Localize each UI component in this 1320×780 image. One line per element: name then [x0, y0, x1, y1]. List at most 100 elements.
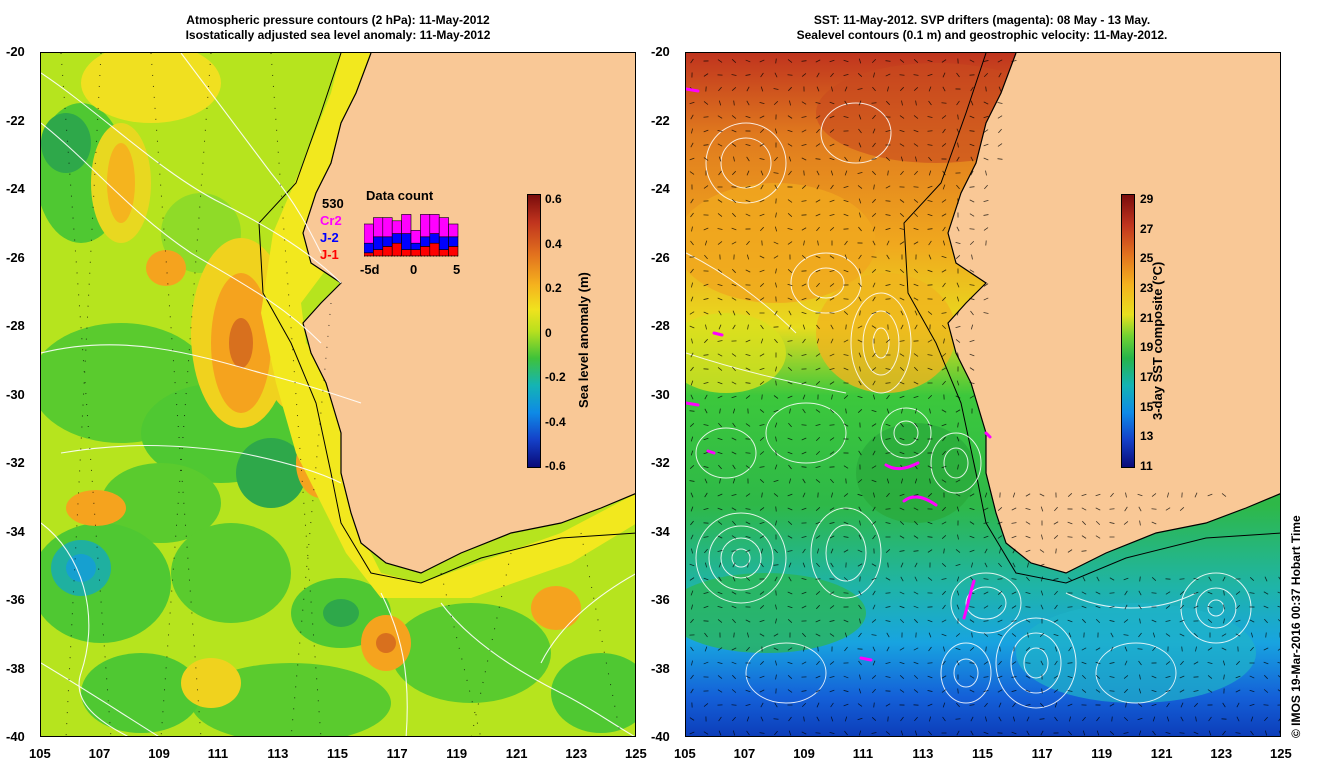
velocity-arrow	[829, 312, 835, 314]
velocity-arrow	[1263, 605, 1269, 609]
velocity-arrow	[943, 646, 945, 652]
velocity-arrow	[969, 507, 975, 511]
velocity-arrow	[829, 157, 835, 161]
velocity-arrow	[983, 101, 989, 105]
velocity-arrow	[759, 255, 765, 259]
velocity-arrow	[788, 576, 792, 582]
velocity-arrow	[1011, 620, 1017, 622]
velocity-arrow	[732, 478, 736, 484]
velocity-arrow	[1221, 647, 1227, 651]
velocity-arrow	[858, 156, 862, 162]
velocity-arrow	[787, 507, 793, 511]
velocity-arrow	[759, 59, 765, 63]
velocity-arrow	[984, 184, 988, 190]
velocity-arrow	[913, 381, 919, 385]
velocity-arrow	[815, 619, 821, 623]
velocity-arrow	[1235, 675, 1241, 679]
velocity-arrow	[830, 562, 834, 568]
velocity-arrow	[1194, 492, 1198, 498]
velocity-arrow	[943, 338, 945, 344]
velocity-arrow	[1026, 730, 1030, 736]
x-tick-label: 117	[1031, 746, 1053, 761]
velocity-arrow	[983, 115, 989, 119]
velocity-arrow	[1123, 619, 1129, 623]
velocity-arrow	[915, 156, 917, 162]
velocity-arrow	[717, 283, 723, 287]
velocity-arrow	[1208, 716, 1212, 722]
right-title-line-1: SST: 11-May-2012. SVP drifters (magenta)…	[813, 13, 1151, 27]
velocity-arrow	[956, 604, 960, 610]
velocity-arrow	[983, 507, 989, 511]
velocity-arrow	[885, 311, 891, 315]
velocity-arrow	[775, 268, 777, 274]
velocity-arrow	[703, 129, 709, 133]
velocity-arrow	[1095, 605, 1101, 609]
velocity-arrow	[788, 562, 792, 568]
velocity-arrow	[885, 423, 891, 427]
velocity-arrow	[1207, 689, 1213, 693]
velocity-arrow	[1109, 731, 1115, 735]
histogram-bar-j1	[382, 246, 393, 257]
histogram-bar-j1	[448, 246, 459, 257]
velocity-arrow	[1011, 591, 1017, 595]
velocity-arrow	[817, 646, 819, 652]
velocity-arrow	[703, 466, 709, 468]
velocity-arrow	[887, 562, 889, 568]
velocity-arrow	[1011, 507, 1017, 511]
velocity-arrow	[690, 688, 694, 694]
velocity-arrow	[983, 661, 989, 665]
velocity-arrow	[927, 339, 933, 343]
velocity-arrow	[871, 311, 877, 315]
velocity-arrow	[759, 604, 765, 610]
velocity-arrow	[829, 451, 835, 455]
velocity-arrow	[913, 74, 919, 76]
velocity-arrow	[773, 647, 779, 651]
velocity-arrow	[830, 702, 834, 708]
velocity-arrow	[718, 422, 722, 428]
velocity-arrow	[717, 297, 723, 301]
velocity-arrow	[815, 466, 821, 468]
velocity-arrow	[843, 115, 849, 119]
velocity-arrow	[719, 408, 721, 414]
velocity-arrow	[759, 297, 765, 301]
velocity-arrow	[829, 689, 835, 693]
y-tick-label: -30	[6, 386, 25, 402]
x-tick-label: 117	[386, 746, 408, 761]
velocity-arrow	[773, 409, 779, 413]
velocity-arrow	[1223, 674, 1225, 680]
x-tick-label: 107	[733, 746, 756, 761]
velocity-arrow	[941, 143, 947, 147]
velocity-arrow	[899, 675, 905, 679]
velocity-arrow	[843, 423, 849, 427]
velocity-arrow	[815, 521, 821, 525]
velocity-arrow	[1123, 732, 1129, 734]
velocity-arrow	[971, 632, 973, 638]
velocity-arrow	[1067, 536, 1073, 538]
velocity-arrow	[690, 142, 694, 148]
velocity-arrow	[775, 618, 777, 624]
velocity-arrow	[731, 186, 737, 188]
velocity-arrow	[998, 660, 1002, 666]
velocity-arrow	[969, 269, 975, 273]
velocity-arrow	[969, 199, 975, 203]
histogram-bar-j1	[391, 242, 402, 257]
velocity-arrow	[1125, 492, 1127, 498]
velocity-arrow	[745, 143, 751, 147]
velocity-arrow	[1095, 493, 1101, 497]
velocity-arrow	[886, 632, 890, 638]
velocity-arrow	[689, 311, 695, 315]
velocity-arrow	[955, 647, 961, 651]
velocity-arrow	[746, 254, 750, 260]
velocity-arrow	[985, 86, 987, 92]
velocity-arrow	[1081, 689, 1087, 693]
velocity-arrow	[942, 702, 946, 708]
velocity-arrow	[1041, 534, 1043, 540]
velocity-arrow	[817, 240, 819, 246]
velocity-arrow	[885, 270, 891, 272]
velocity-arrow	[899, 395, 905, 399]
velocity-arrow	[816, 660, 820, 666]
velocity-arrow	[885, 284, 891, 286]
velocity-arrow	[689, 171, 695, 175]
velocity-arrow	[885, 592, 891, 594]
velocity-arrow	[885, 73, 891, 77]
